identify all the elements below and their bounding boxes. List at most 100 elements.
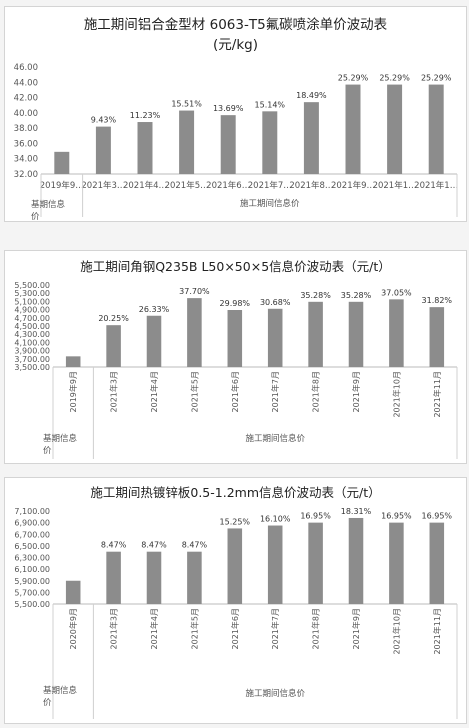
y-tick-label: 32.00 — [14, 170, 38, 180]
bar — [303, 102, 319, 174]
bar-chart: 施工期间铝合金型材 6063-T5氟碳喷涂单价波动表 (元/kg) 32.00 34.… — [14, 17, 459, 221]
bar — [54, 151, 70, 174]
bar — [267, 308, 283, 367]
y-tick-label: 4,900.00 — [14, 306, 50, 315]
data-label: 15.25% — [220, 517, 251, 526]
base-period-label: 基期信息 — [31, 199, 66, 210]
data-label: 16.95% — [300, 512, 331, 521]
y-tick-label: 5,100.00 — [14, 297, 50, 306]
bar — [262, 111, 278, 174]
x-tick-label: 2021年7月 — [270, 608, 280, 649]
bar — [187, 551, 202, 604]
y-tick-label: 4,700.00 — [14, 314, 50, 323]
y-tick-label: 6,700.00 — [14, 530, 50, 539]
data-label: 8.47% — [141, 541, 167, 550]
chart-panel-aluminum: 施工期间铝合金型材 6063-T5氟碳喷涂单价波动表 (元/kg) 32.00 34.… — [4, 6, 467, 222]
chart-title-unit: (元/kg) — [213, 37, 258, 53]
x-tick-label: 2021年4… — [123, 180, 167, 191]
data-label: 8.47% — [101, 541, 127, 550]
bar — [227, 528, 243, 604]
chart-title: 施工期间角钢Q235B L50×50×5信息价波动表（元/t） — [80, 259, 391, 274]
x-tick-label: 2021年10月 — [391, 371, 401, 418]
bar — [137, 122, 153, 174]
x-tick-label: 2021年7月 — [270, 371, 280, 412]
data-label: 25.29% — [379, 74, 410, 83]
bar — [389, 522, 404, 604]
bar — [387, 84, 403, 174]
y-tick-label: 7,100.00 — [14, 507, 50, 516]
chart-title: 施工期间热镀锌板0.5-1.2mm信息价波动表（元/t） — [90, 485, 380, 500]
data-label: 11.23% — [130, 111, 161, 120]
x-tick-label: 2021年10月 — [391, 608, 401, 655]
bar — [106, 325, 121, 367]
x-tick-label: 2021年5月 — [189, 608, 199, 649]
y-tick-label: 4,500.00 — [14, 322, 50, 331]
data-label: 16.10% — [260, 515, 291, 524]
x-tick-label: 2021年3月 — [109, 608, 119, 649]
y-tick-label: 40.00 — [14, 109, 38, 119]
y-tick-label: 6,300.00 — [14, 554, 50, 563]
bar — [267, 525, 283, 604]
bar — [389, 299, 404, 367]
data-label: 15.51% — [171, 100, 202, 109]
bar — [429, 307, 445, 367]
x-tick-label: 2020年9月 — [68, 608, 78, 649]
x-tick-label: 2019年9月 — [68, 371, 78, 412]
y-tick-label: 34.00 — [14, 155, 38, 165]
x-tick-label: 2021年8月 — [311, 608, 321, 649]
y-tick-label: 3,500.00 — [14, 363, 50, 372]
x-tick-label: 2021年3月 — [109, 371, 119, 412]
y-tick-label: 4,300.00 — [14, 330, 50, 339]
y-tick-label: 5,300.00 — [14, 289, 50, 298]
chart-panel-angle-steel: 施工期间角钢Q235B L50×50×5信息价波动表（元/t） 3,500.00 3… — [4, 250, 467, 464]
bar — [348, 301, 364, 367]
x-tick-label: 2021年1… — [373, 180, 417, 191]
y-tick-label: 46.00 — [14, 63, 38, 73]
x-tick-label: 2021年9月 — [351, 371, 361, 412]
data-label: 18.31% — [341, 507, 372, 516]
data-label: 37.05% — [381, 288, 412, 297]
y-tick-label: 3,900.00 — [14, 347, 50, 356]
bar — [428, 84, 444, 174]
data-label: 15.14% — [255, 100, 286, 109]
x-tick-label: 2021年11月 — [432, 371, 442, 418]
y-tick-label: 36.00 — [14, 139, 38, 149]
base-period-label: 基期信息 — [43, 685, 78, 696]
bar — [220, 115, 236, 174]
y-tick-label: 6,500.00 — [14, 542, 50, 551]
x-tick-label: 2021年8月 — [311, 371, 321, 412]
data-label: 25.29% — [338, 74, 369, 83]
y-tick-label: 5,700.00 — [14, 588, 50, 597]
y-tick-label: 5,900.00 — [14, 577, 50, 586]
y-tick-label: 6,900.00 — [14, 519, 50, 528]
bar-chart: 施工期间热镀锌板0.5-1.2mm信息价波动表（元/t） 5,500.00 5,70… — [14, 485, 458, 719]
base-period-label: 价 — [43, 698, 52, 708]
base-period-label: 价 — [43, 446, 52, 456]
bar — [106, 551, 121, 604]
bar — [348, 517, 364, 604]
x-tick-label: 2021年6月 — [230, 371, 240, 412]
data-label: 37.70% — [179, 287, 210, 296]
x-tick-label: 2021年11月 — [432, 608, 442, 655]
data-label: 35.28% — [341, 291, 372, 300]
x-tick-label: 2021年5月 — [189, 371, 199, 412]
bar — [187, 298, 202, 367]
data-label: 30.68% — [260, 298, 291, 307]
x-tick-label: 2021年6月 — [230, 608, 240, 649]
data-label: 18.49% — [296, 91, 327, 100]
x-tick-label: 2021年5… — [165, 180, 209, 191]
bar — [65, 356, 81, 367]
bar — [227, 310, 243, 367]
x-tick-label: 2019年9… — [40, 180, 84, 191]
y-tick-label: 6,100.00 — [14, 565, 50, 574]
y-tick-label: 38.00 — [14, 124, 38, 134]
data-label: 9.43% — [91, 116, 117, 125]
data-label: 26.33% — [139, 305, 170, 314]
bar — [65, 580, 81, 604]
x-tick-label: 2021年7… — [248, 180, 292, 191]
data-label: 25.29% — [421, 74, 452, 83]
data-label: 29.98% — [220, 299, 251, 308]
construction-period-label: 施工期间信息价 — [245, 433, 305, 444]
x-tick-label: 2021年8… — [289, 180, 333, 191]
bar — [429, 522, 445, 604]
